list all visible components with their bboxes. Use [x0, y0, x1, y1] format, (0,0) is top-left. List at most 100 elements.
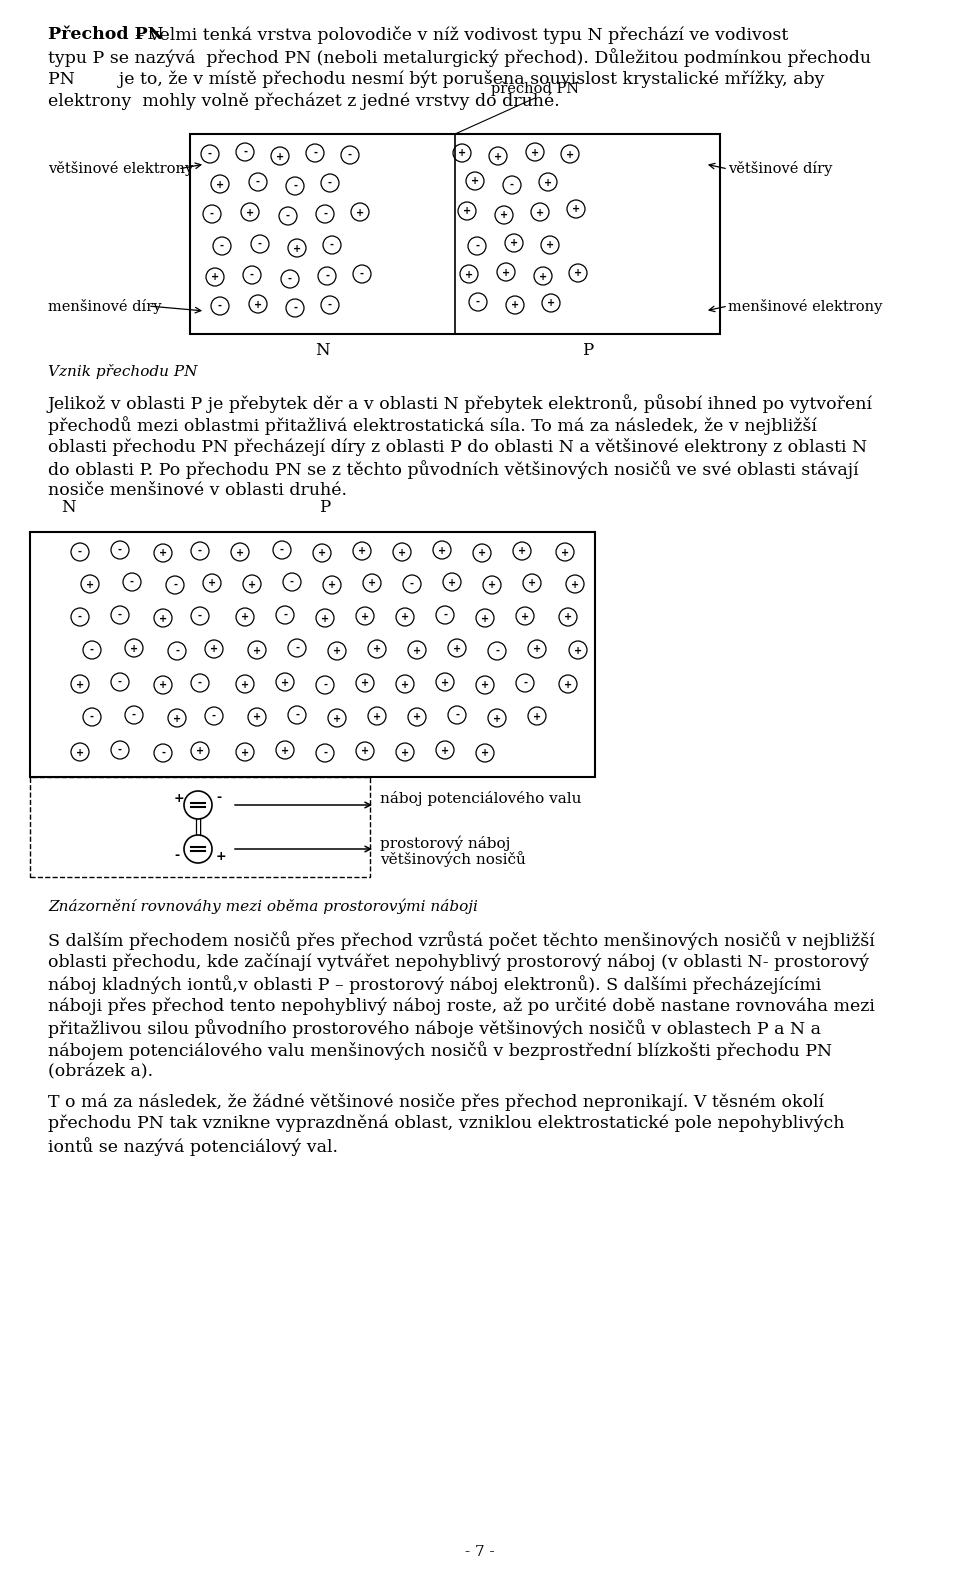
Text: +: +	[539, 272, 547, 281]
Text: +: +	[333, 713, 341, 724]
Text: +: +	[210, 645, 218, 655]
Text: -: -	[323, 748, 327, 757]
Text: +: +	[321, 613, 329, 623]
Text: +: +	[510, 239, 518, 248]
Text: +: +	[241, 748, 249, 757]
Text: náboj kladných iontů,v oblasti P – prostorový náboj elektronů). S dalšími přechá: náboj kladných iontů,v oblasti P – prost…	[48, 975, 821, 994]
Text: +: +	[281, 678, 289, 688]
Text: -: -	[216, 792, 221, 805]
Text: +: +	[481, 613, 489, 623]
Text: -: -	[118, 677, 122, 688]
Text: ||: ||	[193, 819, 204, 835]
Text: +: +	[518, 547, 526, 557]
Text: +: +	[248, 580, 256, 590]
Text: -: -	[495, 647, 499, 656]
Text: – velmi tenká vrstva polovodiče v níž vodivost typu N přechází ve vodivost: – velmi tenká vrstva polovodiče v níž vo…	[130, 25, 788, 44]
Text: +: +	[368, 579, 376, 588]
Text: +: +	[76, 748, 84, 757]
Text: +: +	[536, 207, 544, 218]
Text: Vznik přechodu PN: Vznik přechodu PN	[48, 364, 198, 379]
Text: přechodů mezi oblastmi přitažlivá elektrostatická síla. To má za následek, že v : přechodů mezi oblastmi přitažlivá elektr…	[48, 416, 817, 435]
Text: -: -	[328, 179, 332, 188]
Text: -: -	[330, 240, 334, 250]
Text: +: +	[533, 645, 541, 655]
Text: +: +	[254, 299, 262, 310]
Text: -: -	[78, 547, 82, 557]
Text: +: +	[413, 713, 421, 723]
Text: -: -	[250, 270, 254, 280]
Text: elektrony  mohly volně přecházet z jedné vrstvy do druhé.: elektrony mohly volně přecházet z jedné …	[48, 92, 560, 109]
Text: -: -	[212, 711, 216, 721]
Text: +: +	[328, 580, 336, 590]
Text: většinové elektrony: většinové elektrony	[48, 161, 193, 177]
Text: oblasti přechodu PN přecházejí díry z oblasti P do oblasti N a většinové elektro: oblasti přechodu PN přecházejí díry z ob…	[48, 438, 867, 455]
Text: +: +	[572, 204, 580, 215]
Text: -: -	[90, 645, 94, 655]
Text: -: -	[256, 177, 260, 187]
Text: +: +	[471, 177, 479, 187]
Text: -: -	[130, 577, 134, 587]
Text: +: +	[361, 678, 369, 688]
Text: menšinové elektrony: menšinové elektrony	[728, 299, 882, 313]
Text: +: +	[211, 272, 219, 283]
Text: -: -	[118, 545, 122, 555]
Text: +: +	[465, 269, 473, 280]
Text: -: -	[510, 180, 514, 190]
Text: +: +	[546, 240, 554, 250]
Text: +: +	[494, 152, 502, 161]
Text: -: -	[198, 610, 202, 621]
Text: typu P se nazývá  přechod PN (neboli metalurgický přechod). Důležitou podmínkou : typu P se nazývá přechod PN (neboli meta…	[48, 47, 871, 66]
Text: T o má za následek, že žádné většinové nosiče přes přechod nepronikají. V těsném: T o má za následek, že žádné většinové n…	[48, 1092, 824, 1111]
Text: +: +	[281, 746, 289, 756]
Text: +: +	[130, 643, 138, 653]
Text: -: -	[210, 209, 214, 220]
Text: -: -	[90, 711, 94, 723]
Text: -: -	[198, 545, 202, 557]
Bar	[30, 776, 370, 877]
Text: +: +	[398, 547, 406, 558]
Text: -: -	[476, 297, 480, 307]
Text: +: +	[401, 748, 409, 757]
Text: náboji přes přechod tento nepohyblivý náboj roste, až po určité době nastane rov: náboji přes přechod tento nepohyblivý ná…	[48, 998, 875, 1015]
Text: prostorový náboj: prostorový náboj	[380, 835, 511, 851]
Text: -: -	[323, 209, 327, 220]
Text: -: -	[290, 577, 294, 587]
Text: -: -	[174, 849, 180, 863]
Text: +: +	[276, 152, 284, 161]
Text: -: -	[78, 612, 82, 621]
Text: +: +	[448, 577, 456, 588]
Text: -: -	[220, 240, 224, 251]
Text: -: -	[293, 180, 297, 191]
Text: -: -	[218, 300, 222, 311]
Text: Přechod PN: Přechod PN	[48, 25, 163, 43]
Text: přechodu PN tak vznikne vyprazdněná oblast, vzniklou elektrostatické pole nepohy: přechodu PN tak vznikne vyprazdněná obla…	[48, 1115, 845, 1132]
Text: +: +	[246, 207, 254, 218]
Text: nosiče menšinové v oblasti druhé.: nosiče menšinové v oblasti druhé.	[48, 482, 347, 500]
Text: +: +	[478, 549, 486, 558]
Text: +: +	[358, 547, 366, 557]
Text: +: +	[574, 645, 582, 656]
Text: +: +	[401, 612, 409, 623]
Text: +: +	[441, 678, 449, 688]
Text: PN        je to, že v místě přechodu nesmí být porušena souvislost krystalické m: PN je to, že v místě přechodu nesmí být …	[48, 70, 825, 89]
Text: -: -	[443, 610, 447, 620]
Text: přechod PN: přechod PN	[491, 81, 579, 96]
Text: -: -	[313, 149, 317, 158]
Text: iontů se nazývá potenciálový val.: iontů se nazývá potenciálový val.	[48, 1137, 338, 1156]
Text: +: +	[361, 612, 369, 621]
Text: P: P	[582, 341, 593, 359]
Text: +: +	[488, 580, 496, 590]
Text: +: +	[544, 177, 552, 188]
Text: +: +	[500, 210, 508, 220]
Text: Jelikož v oblasti P je přebytek děr a v oblasti N přebytek elektronů, působí ihn: Jelikož v oblasti P je přebytek děr a v …	[48, 394, 873, 413]
Text: +: +	[401, 680, 409, 689]
Text: -: -	[323, 680, 327, 689]
Text: +: +	[356, 207, 364, 218]
Text: +: +	[372, 711, 381, 721]
Text: (obrázek a).: (obrázek a).	[48, 1062, 154, 1080]
Text: +: +	[216, 849, 227, 863]
Text: +: +	[241, 612, 249, 623]
Text: +: +	[533, 711, 541, 721]
Bar	[30, 531, 595, 776]
Text: +: +	[564, 612, 572, 623]
